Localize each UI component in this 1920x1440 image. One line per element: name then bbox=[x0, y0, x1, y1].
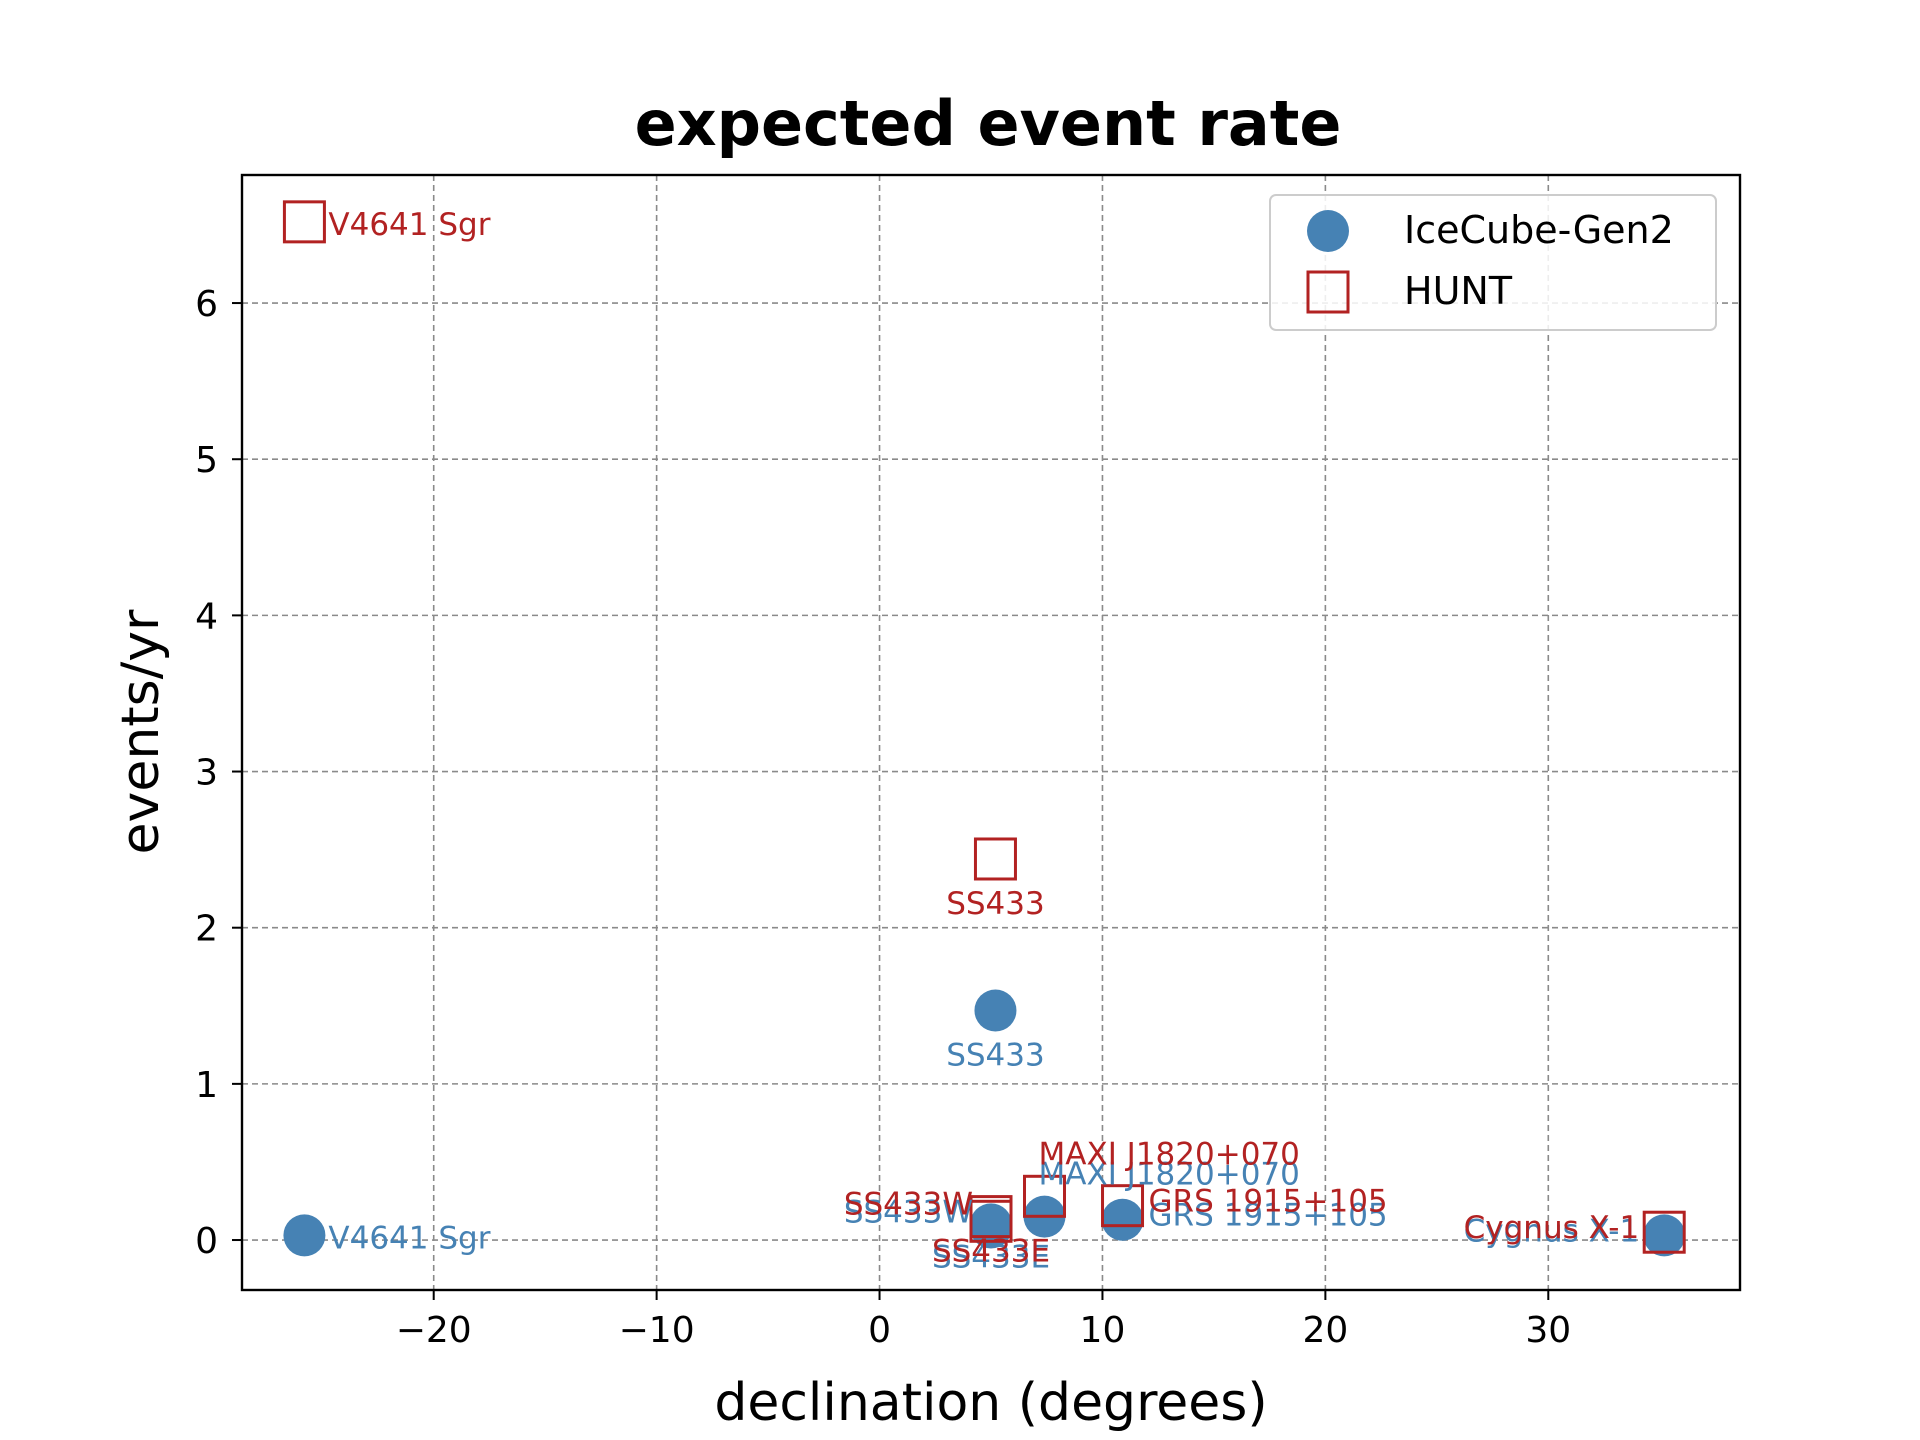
hunt-point bbox=[1101, 1184, 1145, 1228]
y-tick-label: 5 bbox=[195, 440, 218, 481]
x-tick-label: 10 bbox=[1080, 1310, 1126, 1351]
hunt-point bbox=[969, 1199, 1013, 1243]
y-tick-label: 3 bbox=[195, 753, 218, 794]
y-tick-label: 0 bbox=[195, 1221, 218, 1262]
hunt-point bbox=[282, 200, 326, 244]
hunt-point-label: SS433E bbox=[932, 1233, 1050, 1269]
hunt-point-label: SS433 bbox=[946, 886, 1045, 922]
hunt-point-label: V4641 Sgr bbox=[328, 207, 490, 243]
hunt-point bbox=[1642, 1210, 1686, 1254]
y-tick-label: 4 bbox=[195, 596, 218, 637]
axis-ticks: −20 −10 0 10 20 30 0 1 2 3 4 5 6 bbox=[195, 284, 1571, 1351]
y-tick-label: 6 bbox=[195, 284, 218, 325]
hunt-point bbox=[973, 837, 1017, 881]
icecube-point bbox=[1101, 1198, 1144, 1241]
legend-box bbox=[1269, 194, 1717, 331]
legend-hunt-marker bbox=[1306, 270, 1350, 314]
icecube-point-label: SS433W bbox=[844, 1194, 973, 1230]
legend-icecube-label: IceCube-Gen2 bbox=[1404, 208, 1674, 252]
x-tick-label: 30 bbox=[1525, 1310, 1571, 1351]
y-tick-label: 1 bbox=[195, 1065, 218, 1106]
icecube-point-label: GRS 1915+105 bbox=[1149, 1198, 1388, 1234]
y-tick-label: 2 bbox=[195, 909, 218, 950]
icecube-point bbox=[283, 1214, 326, 1257]
icecube-point-label: MAXI J1820+070 bbox=[1039, 1157, 1300, 1193]
hunt-point bbox=[1023, 1174, 1066, 1218]
icecube-point bbox=[1643, 1214, 1686, 1257]
icecube-point-label: SS433 bbox=[946, 1037, 1045, 1073]
hunt-point-label: SS433W bbox=[844, 1187, 973, 1223]
hunt-point-label: GRS 1915+105 bbox=[1149, 1184, 1388, 1220]
data-points bbox=[282, 200, 1686, 1257]
icecube-point bbox=[974, 989, 1017, 1032]
hunt-point-label: MAXI J1820+070 bbox=[1039, 1136, 1300, 1172]
x-axis-label: declination (degrees) bbox=[714, 1373, 1267, 1433]
legend-hunt-label: HUNT bbox=[1404, 269, 1513, 313]
y-axis-label: events/yr bbox=[111, 609, 171, 854]
legend: IceCube-Gen2 HUNT bbox=[1269, 194, 1717, 331]
x-tick-label: −10 bbox=[619, 1310, 695, 1351]
grid bbox=[242, 175, 1740, 1290]
plot-frame bbox=[240, 173, 1742, 1292]
icecube-point-label: SS433E bbox=[932, 1240, 1050, 1276]
hunt-point-label: Cygnus X-1 bbox=[1464, 1210, 1640, 1246]
legend-icecube-marker bbox=[1307, 210, 1349, 252]
x-tick-label: −20 bbox=[396, 1310, 472, 1351]
x-tick-label: 0 bbox=[868, 1310, 891, 1351]
x-tick-label: 20 bbox=[1302, 1310, 1348, 1351]
icecube-point-label: Cygnus X-1 bbox=[1464, 1213, 1640, 1249]
icecube-point-label: V4641 Sgr bbox=[328, 1220, 490, 1256]
chart-title: expected event rate bbox=[635, 87, 1342, 160]
